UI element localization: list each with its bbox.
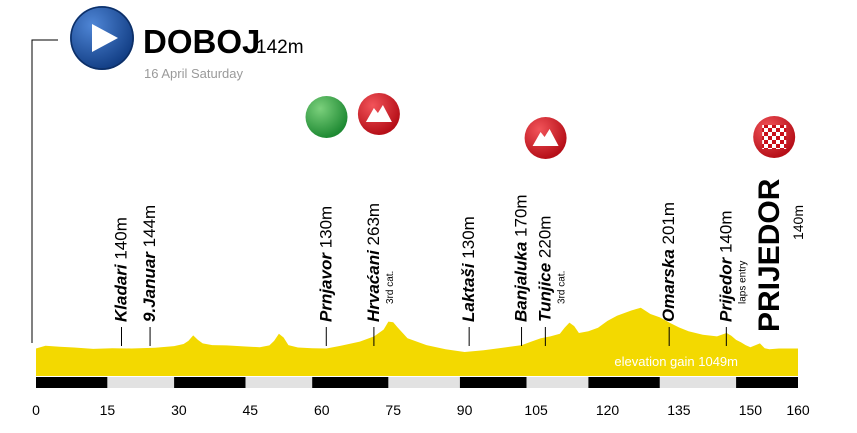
start-elevation: 142m xyxy=(256,37,304,58)
location-elevation: 220m xyxy=(535,216,554,259)
location-elevation: 140m xyxy=(790,205,806,240)
location-label: Tunjice 220m xyxy=(535,216,554,322)
x-tick-label: 120 xyxy=(596,402,620,418)
x-tick-label: 75 xyxy=(385,402,401,418)
road-segment xyxy=(245,377,313,388)
x-tick-label: 45 xyxy=(243,402,259,418)
location-banjaluka: Banjaluka 170m xyxy=(512,194,531,346)
x-tick-label: 90 xyxy=(457,402,473,418)
x-axis-ticks: 0 15 30 45 60 75 90 105 120 135 150 160 xyxy=(32,402,810,418)
location-label: 9.Januar 144m xyxy=(140,205,159,322)
elevation-gain-label: elevation gain 1049m xyxy=(614,354,738,369)
start-bracket-line xyxy=(31,39,58,343)
road-strip xyxy=(36,377,798,388)
start-icon xyxy=(70,6,134,70)
location-lakta-i: Laktaši 130m xyxy=(459,216,478,346)
location-name: Tunjice xyxy=(535,258,554,322)
location-label: Prijedor 140m xyxy=(716,211,735,323)
location-elevation: 263m xyxy=(364,203,383,246)
road-segment xyxy=(588,377,660,388)
x-tick-label: 15 xyxy=(100,402,116,418)
location-elevation: 144m xyxy=(140,205,159,248)
x-tick-label: 105 xyxy=(524,402,548,418)
location-name: Banjaluka xyxy=(512,237,531,322)
location-prnjavor: Prnjavor 130m xyxy=(316,206,335,346)
start-city-name: DOBOJ xyxy=(143,23,260,60)
x-tick-label: 160 xyxy=(786,402,810,418)
location-note: 3rd cat. xyxy=(385,271,396,304)
location-elevation: 130m xyxy=(316,206,335,249)
location-elevation: 140m xyxy=(716,211,735,254)
location-label: Hrvaćani 263m xyxy=(364,203,383,322)
road-segment xyxy=(659,377,737,388)
location-labels: Kladari 140m 9.Januar 144m Prnjavor 130m Hr… xyxy=(111,178,806,346)
road-segment xyxy=(107,377,175,388)
x-tick-label: 0 xyxy=(32,402,40,418)
location-omarska: Omarska 201m xyxy=(659,202,678,346)
location-name: Kladari xyxy=(111,260,130,322)
road-segment xyxy=(388,377,460,388)
climb-icon xyxy=(357,93,400,135)
location-kladari: Kladari 140m xyxy=(111,217,130,346)
location-label: Prnjavor 130m xyxy=(316,206,335,322)
mountain-glyph xyxy=(532,129,559,146)
location-name: Prnjavor xyxy=(316,248,335,322)
location-name: Laktaši xyxy=(459,259,478,322)
finish-icon xyxy=(753,116,796,158)
mountain-glyph xyxy=(365,105,392,122)
elevation-profile-area xyxy=(36,307,798,376)
location-elevation: 140m xyxy=(111,217,130,260)
location-prijedor: PRIJEDOR 140m xyxy=(753,178,806,332)
location-name: PRIJEDOR xyxy=(753,178,786,332)
road-segment xyxy=(459,377,527,388)
location-name: 9.Januar xyxy=(140,247,159,322)
location-elevation: 130m xyxy=(459,216,478,259)
location-elevation: 170m xyxy=(512,194,531,237)
location-note: laps entry xyxy=(737,261,748,304)
location-label: Laktaši 130m xyxy=(459,216,478,322)
x-tick-label: 30 xyxy=(171,402,187,418)
sprint-icon xyxy=(305,96,348,138)
road-segment xyxy=(526,377,589,388)
location-note: 3rd cat. xyxy=(556,271,567,304)
x-tick-label: 135 xyxy=(667,402,691,418)
location-name: Hrvaćani xyxy=(364,245,383,322)
location-label: Kladari 140m xyxy=(111,217,130,322)
location-elevation: 201m xyxy=(659,202,678,245)
road-segment xyxy=(36,377,108,388)
road-segment xyxy=(736,377,798,388)
stage-date: 16 April Saturday xyxy=(144,66,244,81)
x-tick-label: 60 xyxy=(314,402,330,418)
markers xyxy=(305,93,796,159)
climb-icon xyxy=(524,117,567,159)
profile-layer xyxy=(36,307,798,376)
location-label: Banjaluka 170m xyxy=(512,194,531,322)
location-name: Omarska xyxy=(659,245,678,323)
location-label: Omarska 201m xyxy=(659,202,678,322)
checkered-flag xyxy=(762,125,787,149)
road-segment xyxy=(312,377,389,388)
x-tick-label: 150 xyxy=(739,402,763,418)
location-9-januar: 9.Januar 144m xyxy=(140,205,159,346)
road-segment xyxy=(174,377,246,388)
location-name: Prijedor xyxy=(716,253,735,322)
